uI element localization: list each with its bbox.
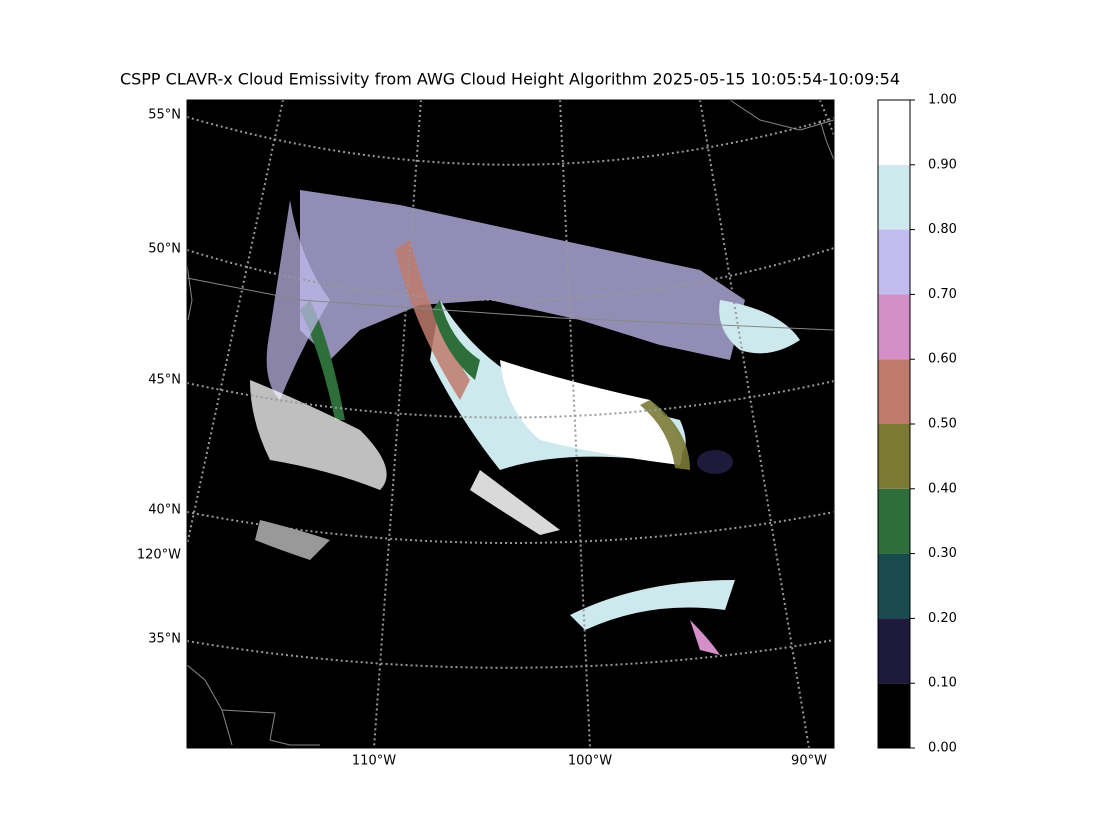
colorbar-segment [878, 683, 910, 748]
map-frame [186, 99, 835, 749]
colorbar-segment [878, 294, 910, 360]
lon-label: 100°W [568, 754, 612, 769]
lat-label: 55°N [148, 108, 181, 123]
lat-label: 40°N [148, 503, 181, 518]
borders [186, 99, 835, 746]
lon-label: 90°W [791, 754, 827, 769]
colorbar-tick-label: 0.80 [928, 222, 957, 237]
colorbar: 0.00 0.10 0.20 0.30 0.40 0.50 0.60 0.70 0.80 0.90… [877, 93, 957, 756]
colorbar-segment [878, 424, 910, 489]
colorbar-segment [878, 618, 910, 684]
colorbar-tick-label: 0.50 [928, 417, 957, 432]
map-title: CSPP CLAVR-x Cloud Emissivity from AWG C… [120, 70, 900, 89]
colorbar-tick-label: 0.70 [928, 287, 957, 302]
colorbar-segment [878, 553, 910, 619]
lat-label: 50°N [148, 242, 181, 257]
colorbar-segment [878, 164, 910, 230]
colorbar-segment [878, 100, 910, 165]
map: 55°N 50°N 45°N 40°N 35°N 120°W 110°W 100… [137, 99, 835, 769]
colorbar-tick-label: 0.60 [928, 352, 957, 367]
colorbar-tick-label: 1.00 [928, 93, 957, 108]
colorbar-tick-label: 0.00 [928, 741, 957, 756]
colorbar-segment [878, 488, 910, 554]
lon-label: 120°W [137, 548, 181, 563]
colorbar-tick-label: 0.40 [928, 481, 957, 496]
colorbar-tick-label: 0.20 [928, 611, 957, 626]
colorbar-tick-label: 0.10 [928, 676, 957, 691]
graticule [186, 99, 835, 749]
cloud-field [245, 185, 817, 655]
colorbar-segment [878, 229, 910, 295]
colorbar-segment [878, 359, 910, 424]
lat-label: 45°N [148, 373, 181, 388]
lat-label: 35°N [148, 632, 181, 647]
colorbar-tick-label: 0.30 [928, 546, 957, 561]
lon-label: 110°W [352, 754, 396, 769]
colorbar-tick-label: 0.90 [928, 157, 957, 172]
